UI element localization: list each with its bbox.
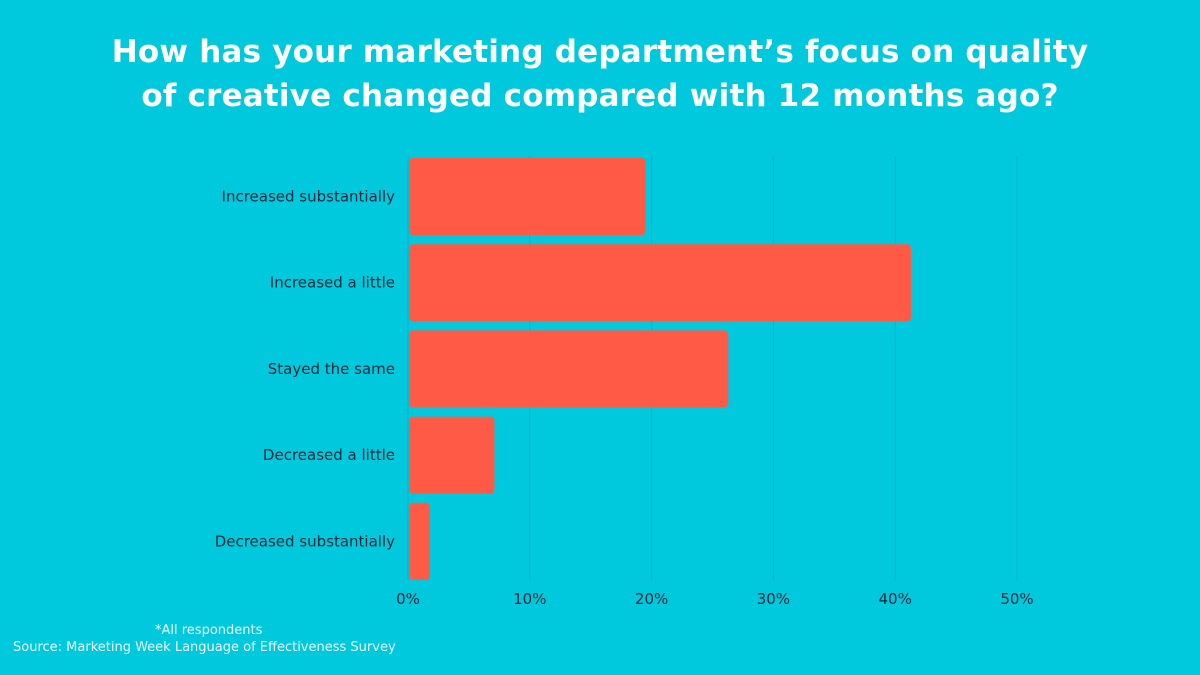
- x-tick-label: 50%: [1000, 590, 1033, 608]
- respondents-note: *All respondents: [155, 623, 263, 638]
- category-label: Decreased a little: [263, 446, 395, 464]
- x-tick-label: 10%: [513, 590, 546, 608]
- bar-decreased-substantially: [409, 502, 430, 580]
- category-label: Increased substantially: [222, 188, 396, 206]
- x-tick-label: 30%: [757, 590, 790, 608]
- x-tick-label: 40%: [879, 590, 912, 608]
- x-tick-labels: 0% 10% 20% 30% 40% 50%: [396, 590, 1034, 608]
- bars: [409, 158, 912, 580]
- bar-increased-a-little: [409, 244, 912, 322]
- bar-increased-substantially: [409, 158, 646, 235]
- bar-stayed-the-same: [409, 330, 729, 408]
- chart-title-line-2: of creative changed compared with 12 mon…: [141, 78, 1059, 114]
- category-labels: Increased substantially Increased a littl…: [215, 188, 395, 551]
- x-tick-label: 20%: [635, 590, 668, 608]
- chart-title: How has your marketing department’s focu…: [0, 30, 1200, 118]
- category-label: Stayed the same: [268, 360, 395, 378]
- bar-decreased-a-little: [409, 416, 495, 494]
- category-label: Decreased substantially: [215, 532, 395, 550]
- x-tick-label: 0%: [396, 590, 420, 608]
- source-note: Source: Marketing Week Language of Effec…: [13, 640, 396, 655]
- chart-title-line-1: How has your marketing department’s focu…: [111, 34, 1089, 70]
- category-label: Increased a little: [270, 274, 395, 292]
